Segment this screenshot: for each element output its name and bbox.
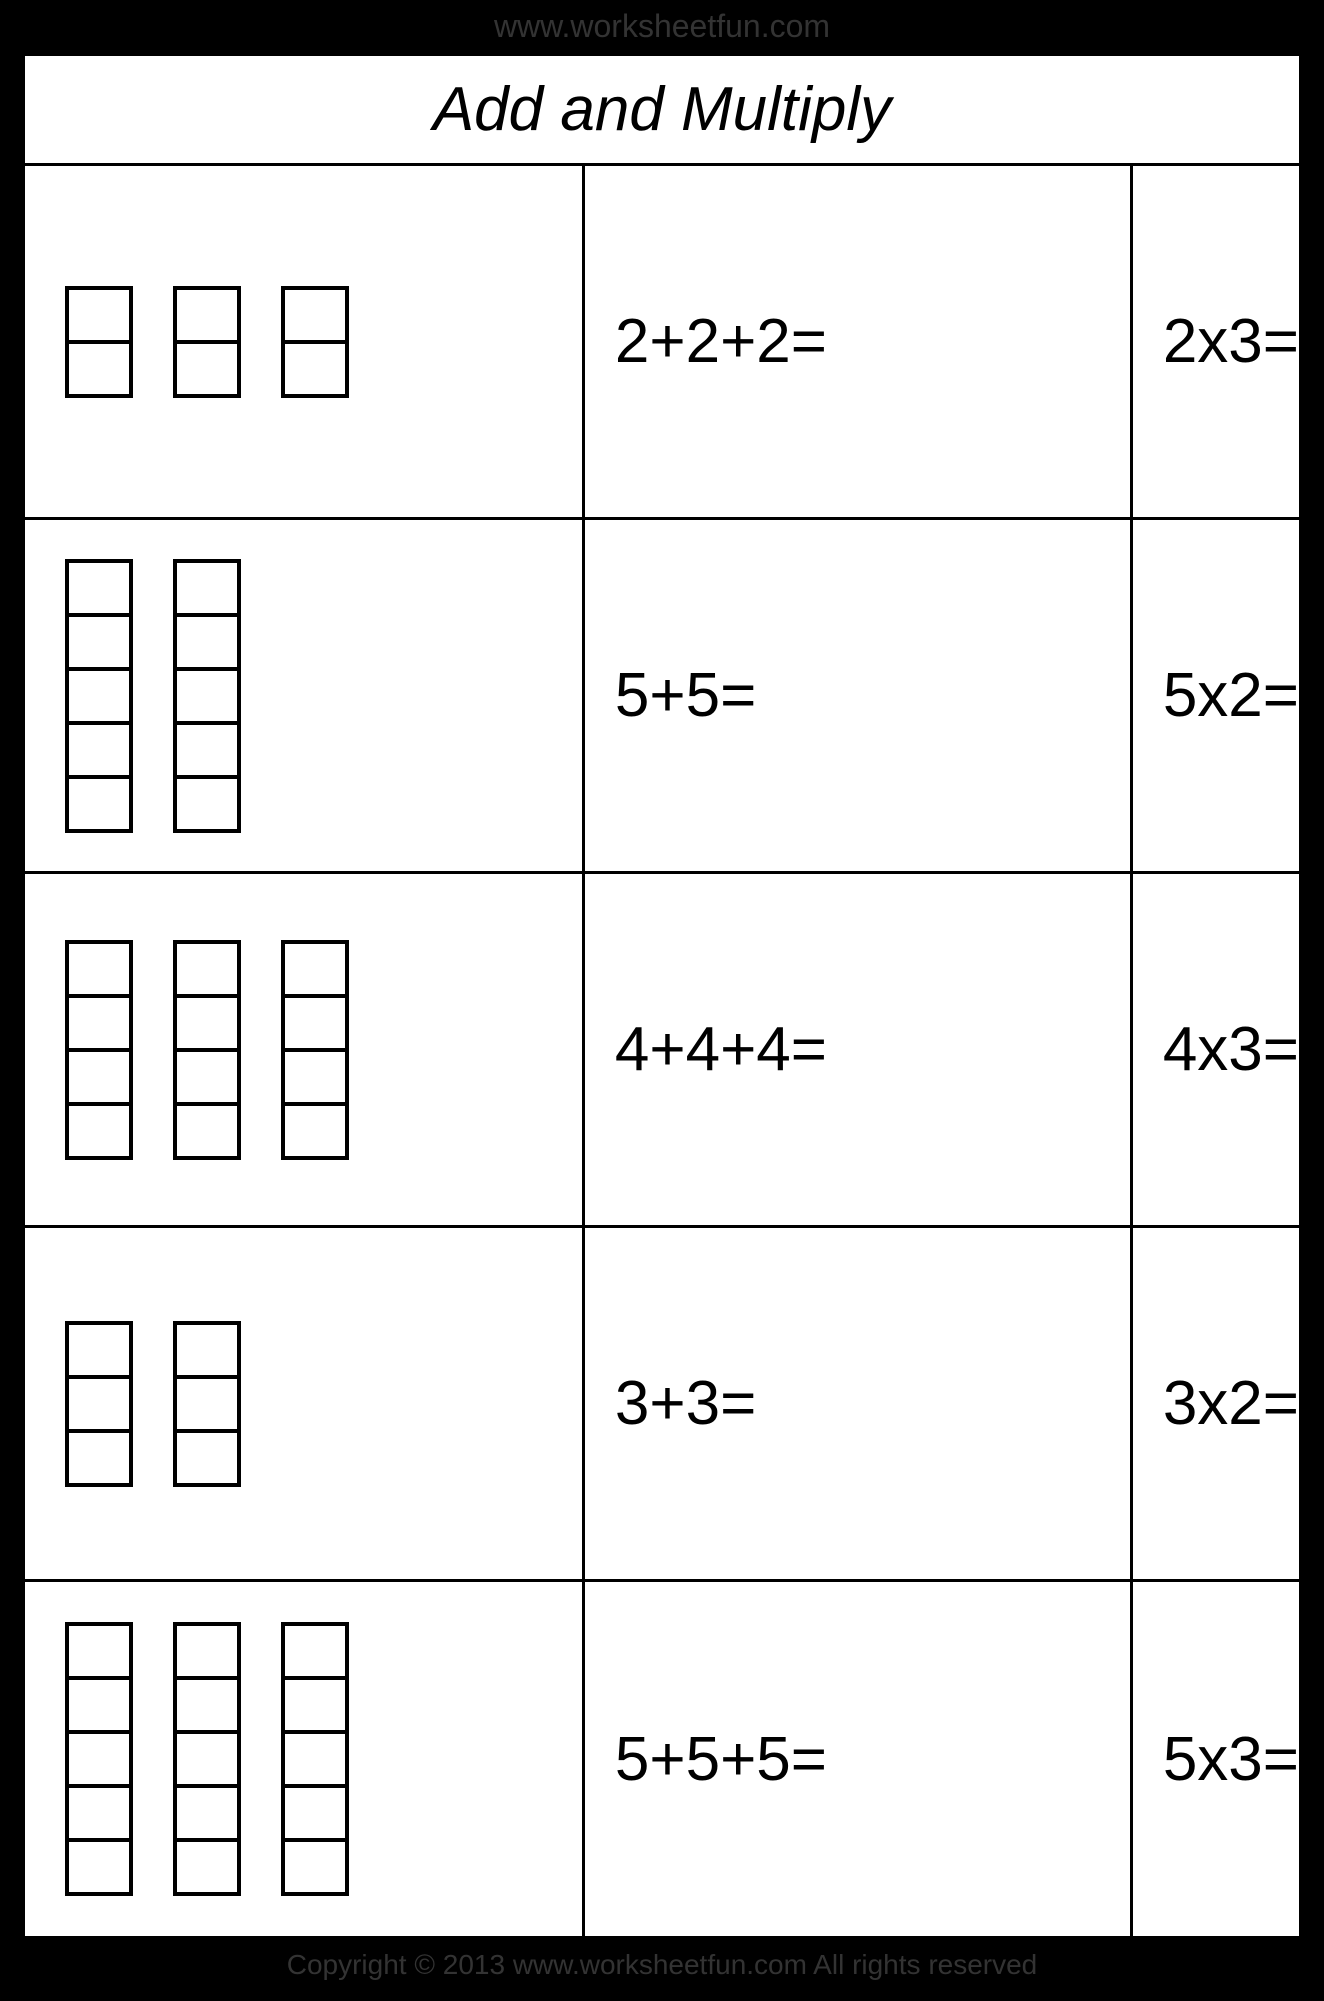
block	[281, 286, 349, 344]
block	[173, 1784, 241, 1842]
block	[65, 1676, 133, 1734]
addition-cell: 2+2+2=	[585, 166, 1133, 517]
block	[173, 1730, 241, 1788]
watermark-bottom: Copyright © 2013 www.worksheetfun.com Al…	[0, 1939, 1324, 2001]
addition-expression: 2+2+2=	[615, 306, 827, 377]
problem-row: 3+3= 3x2=	[25, 1228, 1299, 1582]
block	[173, 1048, 241, 1106]
multiplication-cell: 5x3=	[1133, 1582, 1299, 1936]
watermark-top: www.worksheetfun.com	[0, 0, 1324, 53]
block	[281, 1676, 349, 1734]
problem-row: 2+2+2= 2x3=	[25, 166, 1299, 520]
multiplication-cell: 5x2=	[1133, 520, 1299, 871]
multiplication-cell: 4x3=	[1133, 874, 1299, 1225]
block	[65, 940, 133, 998]
block	[173, 286, 241, 344]
block	[65, 775, 133, 833]
block	[173, 1838, 241, 1896]
block-group	[173, 1321, 241, 1487]
block	[173, 1622, 241, 1680]
block	[65, 1048, 133, 1106]
problem-row: 5+5= 5x2=	[25, 520, 1299, 874]
block-group	[281, 286, 349, 398]
block	[65, 721, 133, 779]
block	[173, 994, 241, 1052]
block-group	[65, 1622, 133, 1896]
block	[65, 559, 133, 617]
title-row: Add and Multiply	[25, 56, 1299, 166]
block	[173, 340, 241, 398]
block	[173, 613, 241, 671]
problems-container: 2+2+2= 2x3= 5+5= 5x2= 4+4+4= 4x3= 3+3= 3x2= 5+5+…	[25, 166, 1299, 1936]
block	[173, 667, 241, 725]
visual-cell	[25, 1228, 585, 1579]
addition-expression: 5+5=	[615, 660, 756, 731]
block	[281, 1838, 349, 1896]
block	[281, 994, 349, 1052]
block-group	[65, 1321, 133, 1487]
block	[173, 1676, 241, 1734]
block	[65, 1784, 133, 1842]
multiplication-expression: 2x3=	[1163, 306, 1299, 377]
block	[173, 1429, 241, 1487]
block	[281, 1784, 349, 1842]
block-group	[281, 1622, 349, 1896]
block-group	[281, 940, 349, 1160]
multiplication-expression: 3x2=	[1163, 1368, 1299, 1439]
block	[281, 1622, 349, 1680]
block	[65, 1838, 133, 1896]
visual-cell	[25, 1582, 585, 1936]
block	[173, 1375, 241, 1433]
block	[281, 1730, 349, 1788]
block	[65, 1102, 133, 1160]
block	[65, 1321, 133, 1379]
addition-cell: 4+4+4=	[585, 874, 1133, 1225]
visual-cell	[25, 520, 585, 871]
multiplication-cell: 2x3=	[1133, 166, 1299, 517]
block	[281, 1048, 349, 1106]
visual-cell	[25, 166, 585, 517]
block	[173, 721, 241, 779]
worksheet-title: Add and Multiply	[25, 74, 1299, 145]
problem-row: 4+4+4= 4x3=	[25, 874, 1299, 1228]
addition-cell: 5+5+5=	[585, 1582, 1133, 1936]
block-group	[173, 1622, 241, 1896]
block	[65, 286, 133, 344]
block-group	[65, 559, 133, 833]
block-group	[173, 940, 241, 1160]
block	[173, 775, 241, 833]
addition-cell: 5+5=	[585, 520, 1133, 871]
block	[173, 940, 241, 998]
multiplication-expression: 5x3=	[1163, 1724, 1299, 1795]
multiplication-expression: 5x2=	[1163, 660, 1299, 731]
block	[173, 559, 241, 617]
block	[281, 1102, 349, 1160]
block-group	[65, 286, 133, 398]
block	[65, 667, 133, 725]
block	[173, 1321, 241, 1379]
block	[65, 1730, 133, 1788]
block	[65, 1622, 133, 1680]
visual-cell	[25, 874, 585, 1225]
block	[65, 1375, 133, 1433]
block	[281, 340, 349, 398]
block-group	[173, 559, 241, 833]
addition-expression: 3+3=	[615, 1368, 756, 1439]
block	[65, 994, 133, 1052]
multiplication-expression: 4x3=	[1163, 1014, 1299, 1085]
addition-cell: 3+3=	[585, 1228, 1133, 1579]
block	[65, 613, 133, 671]
block-group	[173, 286, 241, 398]
block	[173, 1102, 241, 1160]
worksheet: Add and Multiply 2+2+2= 2x3= 5+5= 5x2= 4+4+4…	[22, 53, 1302, 1939]
block	[281, 940, 349, 998]
addition-expression: 4+4+4=	[615, 1014, 827, 1085]
problem-row: 5+5+5= 5x3=	[25, 1582, 1299, 1936]
block-group	[65, 940, 133, 1160]
block	[65, 1429, 133, 1487]
block	[65, 340, 133, 398]
multiplication-cell: 3x2=	[1133, 1228, 1299, 1579]
addition-expression: 5+5+5=	[615, 1724, 827, 1795]
